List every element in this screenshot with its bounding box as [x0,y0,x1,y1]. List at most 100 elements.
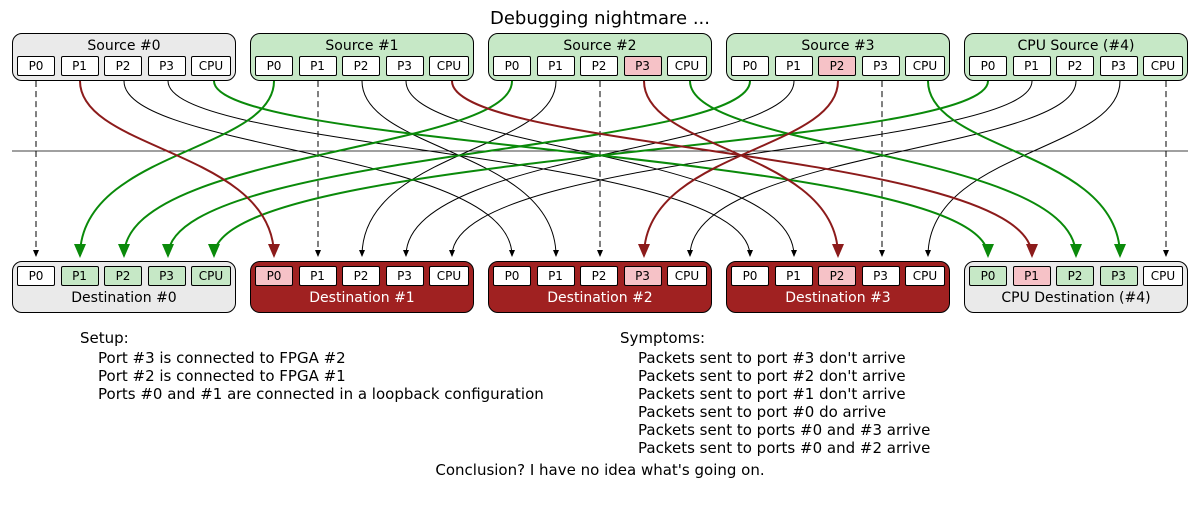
port: P0 [17,266,55,286]
port: P0 [731,266,769,286]
port: CPU [191,56,231,76]
conclusion-text: Conclusion? I have no idea what's going … [0,457,1200,479]
port: P3 [862,266,900,286]
setup-list: Port #3 is connected to FPGA #2Port #2 i… [80,349,580,403]
port: P2 [104,56,142,76]
source-box-1: Source #1P0P1P2P3CPU [250,33,474,81]
port: P0 [255,56,293,76]
dest-box-1: P0P1P2P3CPUDestination #1 [250,261,474,313]
port: P1 [1013,56,1051,76]
port: P1 [61,56,99,76]
port: P3 [624,266,662,286]
port: P2 [1056,266,1094,286]
edge [928,81,1120,256]
port: P1 [61,266,99,286]
port: CPU [905,266,945,286]
dest-label-4: CPU Destination (#4) [965,288,1187,312]
edge [362,81,556,256]
port: P1 [775,266,813,286]
port: P0 [493,56,531,76]
edge [928,81,1120,256]
list-item: Ports #0 and #1 are connected in a loopb… [98,385,580,403]
dest-box-0: P0 P1P2 P3CPUDestination #0 [12,261,236,313]
dest-label-2: Destination #2 [489,288,711,312]
port: P2 [818,56,856,76]
port: P0 [731,56,769,76]
ports-group: P0P1P2P3CPU [489,262,711,288]
edge [214,81,988,256]
port: P3 [386,266,424,286]
port: P0 [969,56,1007,76]
list-item: Packets sent to ports #0 and #2 arrive [638,439,1120,457]
ports-group: P0 P1P2 P3CPU [489,56,711,80]
ports-group: P0 P1P2 P3CPU [13,262,235,288]
list-item: Packets sent to port #3 don't arrive [638,349,1120,367]
dest-label-3: Destination #3 [727,288,949,312]
port: P1 [1013,266,1051,286]
source-box-3: Source #3P0 P1P2 P3CPU [726,33,950,81]
connection-graph [0,81,1200,261]
source-box-4: CPU Source (#4)P0P1P2P3CPU [964,33,1188,81]
ports-group: P0P1P2P3CPU [965,56,1187,80]
port: CPU [667,266,707,286]
source-label-2: Source #2 [489,34,711,56]
edge [214,81,988,256]
source-box-2: Source #2P0 P1P2 P3CPU [488,33,712,81]
port: CPU [429,56,469,76]
port: CPU [191,266,231,286]
symptoms-list: Packets sent to port #3 don't arrivePack… [620,349,1120,457]
symptoms-heading: Symptoms: [620,329,1120,347]
destinations-row: P0P1P2P3CPUDestination #0P0P1P2P3CPUDest… [0,261,1200,313]
edge [362,81,556,256]
symptoms-column: Symptoms: Packets sent to port #3 don't … [620,329,1120,457]
edge [644,81,838,256]
port: P3 [148,56,186,76]
ports-group: P0 P1P2 P3CPU [13,56,235,80]
list-item: Packets sent to port #2 don't arrive [638,367,1120,385]
port: P3 [862,56,900,76]
port: P1 [775,56,813,76]
dest-label-1: Destination #1 [251,288,473,312]
port: P0 [255,266,293,286]
port: P1 [299,56,337,76]
ports-group: P0P1P2P3CPU [965,262,1187,288]
ports-group: P0 P1P2 P3CPU [727,56,949,80]
list-item: Port #3 is connected to FPGA #2 [98,349,580,367]
source-label-1: Source #1 [251,34,473,56]
ports-group: P0 P1P2 P3CPU [727,262,949,288]
setup-column: Setup: Port #3 is connected to FPGA #2Po… [80,329,580,457]
port: P0 [493,266,531,286]
source-label-3: Source #3 [727,34,949,56]
ports-group: P0P1P2P3CPU [251,262,473,288]
port: CPU [1143,266,1183,286]
port: CPU [1143,56,1183,76]
port: P0 [969,266,1007,286]
source-label-0: Source #0 [13,34,235,56]
diagram-area: Source #0P0P1P2P3CPUSource #1P0P1P2P3CPU… [0,33,1200,313]
port: P2 [580,56,618,76]
port: P0 [17,56,55,76]
port: P3 [624,56,662,76]
edge [80,81,274,256]
dest-label-0: Destination #0 [13,288,235,312]
port: P1 [537,56,575,76]
port: P3 [1100,56,1138,76]
sources-row: Source #0P0P1P2P3CPUSource #1P0P1P2P3CPU… [0,33,1200,81]
port: P2 [104,266,142,286]
port: CPU [905,56,945,76]
port: P3 [148,266,186,286]
edge [80,81,274,256]
list-item: Packets sent to port #1 don't arrive [638,385,1120,403]
list-item: Packets sent to ports #0 and #3 arrive [638,421,1120,439]
port: P3 [386,56,424,76]
dest-box-3: P0 P1P2 P3CPUDestination #3 [726,261,950,313]
dest-box-2: P0P1P2P3CPUDestination #2 [488,261,712,313]
port: P2 [342,266,380,286]
dest-box-4: P0P1P2P3CPUCPU Destination (#4) [964,261,1188,313]
source-box-0: Source #0P0 P1P2 P3CPU [12,33,236,81]
port: P1 [537,266,575,286]
text-columns: Setup: Port #3 is connected to FPGA #2Po… [0,313,1200,457]
port: CPU [667,56,707,76]
list-item: Packets sent to port #0 do arrive [638,403,1120,421]
port: P2 [818,266,856,286]
